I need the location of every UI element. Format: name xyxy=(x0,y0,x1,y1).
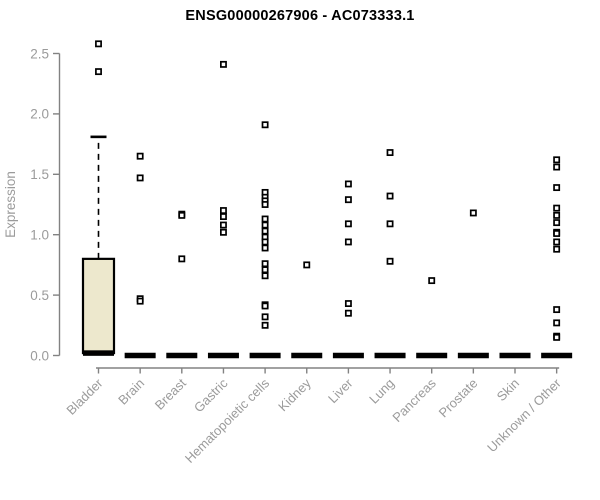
outlier-point xyxy=(261,260,269,268)
outlier-point xyxy=(261,238,269,246)
x-category-label: Kidney xyxy=(275,375,314,414)
outlier-point xyxy=(136,174,144,182)
outlier-point xyxy=(261,227,269,235)
x-category-label: Breast xyxy=(152,375,189,412)
median-bar xyxy=(291,352,323,359)
outlier-point xyxy=(344,180,352,188)
x-category-label: Liver xyxy=(325,375,356,406)
outlier-point xyxy=(220,60,227,68)
outlier-point xyxy=(344,220,352,228)
x-category-label: Pancreas xyxy=(389,375,439,425)
outlier-point xyxy=(386,220,394,228)
outlier-point xyxy=(344,238,352,246)
outlier-point xyxy=(136,152,144,160)
outlier-point xyxy=(261,121,269,129)
x-category-label: Skin xyxy=(494,376,522,404)
outlier-point xyxy=(553,306,561,314)
chart-title: ENSG00000267906 - AC073333.1 xyxy=(185,8,415,24)
x-category-label: Unknown / Other xyxy=(484,375,564,455)
x-category-label: Brain xyxy=(115,376,147,408)
outlier-point xyxy=(553,333,561,341)
outlier-point xyxy=(386,149,394,157)
outlier-point xyxy=(261,313,269,321)
y-tick-label: 0.0 xyxy=(30,348,49,363)
outlier-point xyxy=(553,204,561,212)
outlier-point xyxy=(220,221,227,229)
box xyxy=(81,257,116,355)
outlier-point xyxy=(303,261,311,269)
outlier-point xyxy=(261,221,269,229)
outlier-point xyxy=(553,219,561,227)
y-tick-label: 2.0 xyxy=(30,107,49,122)
outlier-point xyxy=(553,184,561,192)
median-bar xyxy=(332,352,364,359)
median-bar xyxy=(416,352,448,359)
outlier-point xyxy=(95,40,102,48)
outlier-point xyxy=(261,321,269,329)
y-tick-label: 1.0 xyxy=(30,228,49,243)
median-bar xyxy=(124,352,156,359)
outlier-point xyxy=(261,215,269,223)
x-category-label: Prostate xyxy=(436,376,481,421)
outlier-point xyxy=(386,257,394,265)
outlier-point xyxy=(220,213,227,221)
median-bar xyxy=(457,352,489,359)
outlier-point xyxy=(95,68,102,76)
median-bar xyxy=(374,352,406,359)
y-tick-label: 2.5 xyxy=(30,46,49,61)
median-bar xyxy=(249,352,281,359)
outlier-point xyxy=(344,300,352,308)
outlier-point xyxy=(261,302,269,310)
x-category-label: Bladder xyxy=(63,375,106,418)
outlier-point xyxy=(220,207,227,214)
outlier-point xyxy=(553,238,561,246)
outlier-point xyxy=(553,319,561,327)
outlier-point xyxy=(261,201,269,208)
outlier-point xyxy=(178,255,186,263)
outlier-point xyxy=(386,192,394,200)
outlier-point xyxy=(261,244,269,252)
outlier-point xyxy=(553,163,561,171)
outlier-point xyxy=(553,156,561,164)
median-bar xyxy=(166,352,198,359)
y-tick-label: 1.5 xyxy=(30,167,49,182)
median-bar xyxy=(541,352,573,359)
median-bar xyxy=(499,352,531,359)
x-category-label: Lung xyxy=(366,376,397,407)
outlier-point xyxy=(428,277,436,285)
outlier-point xyxy=(469,209,477,217)
x-category-label: Gastric xyxy=(191,375,231,415)
y-axis-title: Expression xyxy=(3,171,18,238)
median-bar xyxy=(83,350,114,356)
median-bar xyxy=(207,352,239,359)
outlier-point xyxy=(220,228,227,236)
outlier-point xyxy=(178,211,186,219)
outlier-point xyxy=(553,230,561,237)
outlier-point xyxy=(344,196,352,204)
outlier-point xyxy=(553,211,561,219)
outlier-point xyxy=(261,272,269,280)
y-tick-label: 0.5 xyxy=(30,288,49,303)
outlier-point xyxy=(136,297,144,305)
outlier-point xyxy=(553,245,561,253)
outlier-point xyxy=(261,266,269,274)
outlier-point xyxy=(344,309,352,317)
